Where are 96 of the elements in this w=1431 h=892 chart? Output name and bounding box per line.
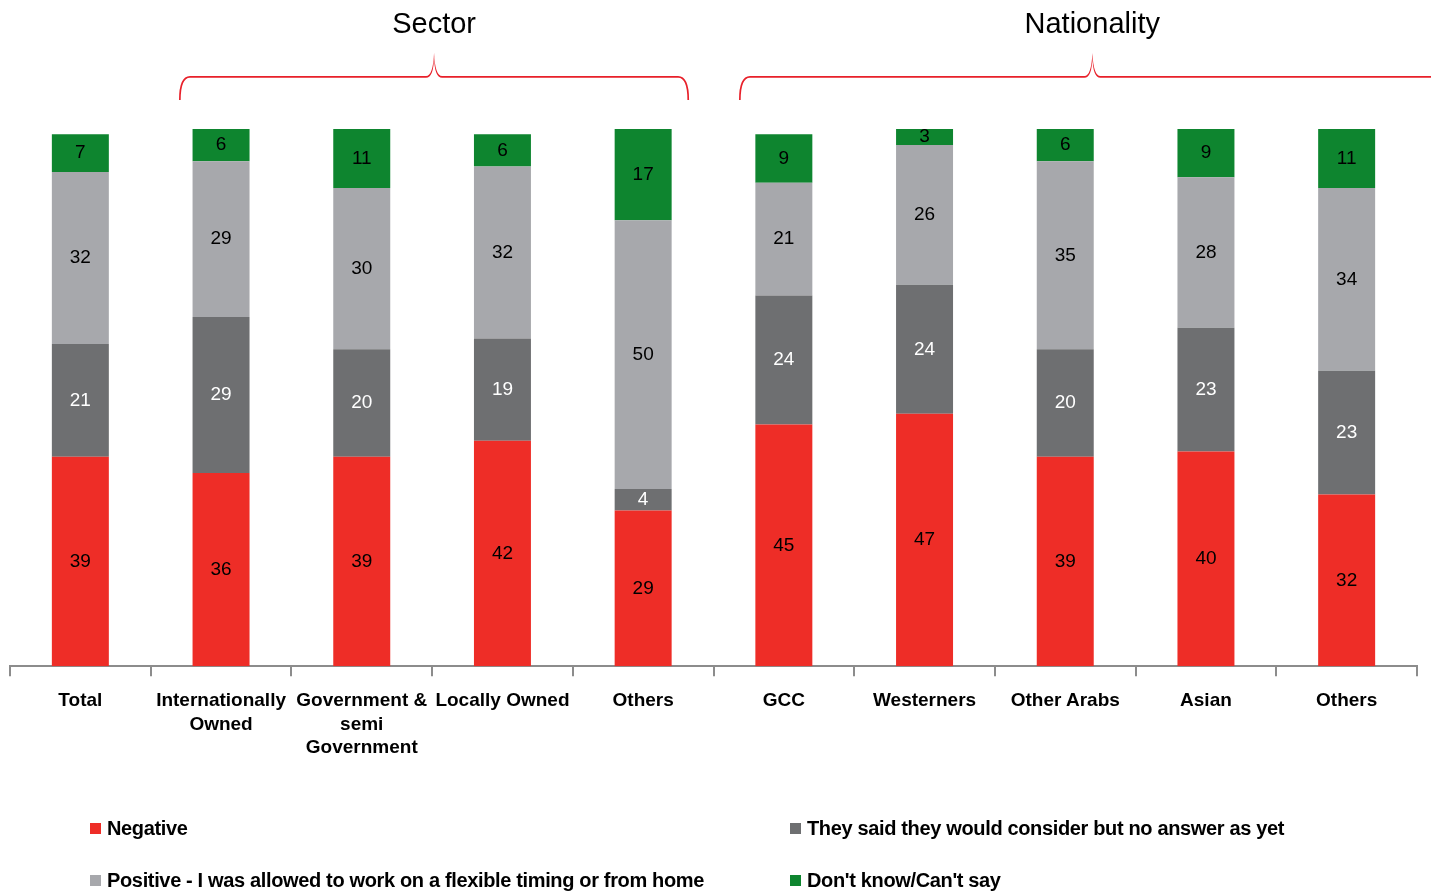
bar [1177, 129, 1235, 178]
data-label: 34 [1336, 267, 1358, 289]
bar [192, 317, 250, 473]
bar [1318, 370, 1376, 495]
x-tick-label: Others [612, 689, 674, 711]
data-label: 4 [637, 487, 649, 509]
bar [614, 489, 672, 511]
data-label: 50 [632, 342, 654, 364]
bar [1036, 129, 1094, 162]
bar [1318, 494, 1376, 667]
data-label: 28 [1195, 240, 1217, 262]
data-label: 39 [69, 549, 91, 571]
bar [473, 166, 531, 339]
data-label: 9 [1200, 141, 1212, 163]
data-label: 9 [778, 146, 790, 168]
legend-label: Positive - I was allowed to work on a flexible timing or from home [107, 868, 705, 892]
bar [473, 440, 531, 667]
bar [51, 134, 109, 172]
data-label: 6 [215, 133, 227, 155]
bar [192, 161, 250, 318]
data-label: 35 [1054, 243, 1076, 265]
x-tick-label: Westerners [872, 689, 977, 711]
bar [192, 472, 250, 667]
x-tick-label: Government & semi Government [296, 689, 428, 758]
bar [755, 134, 813, 183]
data-label: 6 [497, 138, 508, 160]
bar [192, 129, 250, 162]
data-label: 29 [632, 576, 654, 598]
text: Nationality [1023, 6, 1161, 40]
bar [896, 413, 954, 667]
bar [333, 456, 391, 667]
data-label: 29 [210, 227, 232, 249]
data-label: 24 [913, 337, 936, 359]
bar [51, 456, 109, 667]
bar [896, 145, 954, 285]
bar [333, 349, 391, 457]
legend-label: Negative [107, 816, 188, 840]
bar [1177, 451, 1235, 667]
data-label: 7 [75, 141, 86, 163]
data-label: 20 [351, 391, 373, 413]
data-label: 23 [1195, 377, 1217, 399]
bar [755, 424, 813, 667]
data-label: 29 [210, 383, 232, 405]
x-tick-label: Other Arabs [1010, 689, 1120, 711]
data-label: 21 [69, 388, 91, 410]
data-label: 32 [69, 246, 91, 268]
bar [755, 295, 813, 425]
bar [1318, 188, 1376, 371]
data-label: 32 [491, 240, 514, 262]
x-tick-label: Locally Owned [435, 689, 570, 711]
bar [51, 171, 109, 344]
legend-label: Don't know/Can't say [807, 868, 1001, 892]
data-label: 40 [1195, 547, 1217, 569]
bar [896, 284, 954, 414]
bar [1036, 161, 1094, 350]
data-label: 26 [913, 203, 936, 225]
data-label: 21 [773, 227, 795, 249]
data-label: 23 [1336, 420, 1358, 442]
bar [333, 188, 391, 350]
bar [333, 129, 391, 189]
data-label: 11 [351, 146, 372, 168]
bar [614, 510, 672, 667]
x-tick-label: Internationally Owned [156, 689, 287, 734]
data-label: 36 [210, 557, 232, 579]
bar [1036, 349, 1094, 457]
bar [1177, 177, 1235, 328]
data-label: 24 [773, 348, 795, 370]
data-label: 39 [351, 549, 373, 571]
bar [473, 338, 531, 441]
data-label: 30 [351, 256, 373, 278]
bar [1318, 129, 1376, 189]
data-label: 17 [632, 162, 654, 184]
data-label: 11 [1336, 146, 1357, 168]
data-label: 45 [773, 533, 795, 555]
data-label: 42 [491, 541, 514, 563]
bar [614, 129, 672, 221]
data-label: 3 [919, 125, 930, 147]
data-label: 32 [1336, 568, 1358, 590]
bar [1177, 327, 1235, 452]
data-label: 47 [913, 528, 936, 550]
data-label: 39 [1054, 549, 1076, 571]
bar [614, 220, 672, 489]
bar [473, 134, 531, 167]
bar [1036, 456, 1094, 667]
bar [896, 129, 954, 146]
data-label: 20 [1054, 391, 1076, 413]
text: Sector [391, 6, 477, 40]
x-tick-label: Asian [1180, 689, 1232, 711]
x-tick-label: Others [1316, 689, 1378, 711]
bar [755, 182, 813, 296]
data-label: 6 [1059, 133, 1071, 155]
bar [51, 343, 109, 457]
legend-label: They said they would consider but no answer as yet [807, 816, 1285, 840]
data-label: 19 [491, 377, 514, 399]
x-tick-label: Total [58, 689, 103, 711]
x-tick-label: GCC [762, 689, 806, 711]
